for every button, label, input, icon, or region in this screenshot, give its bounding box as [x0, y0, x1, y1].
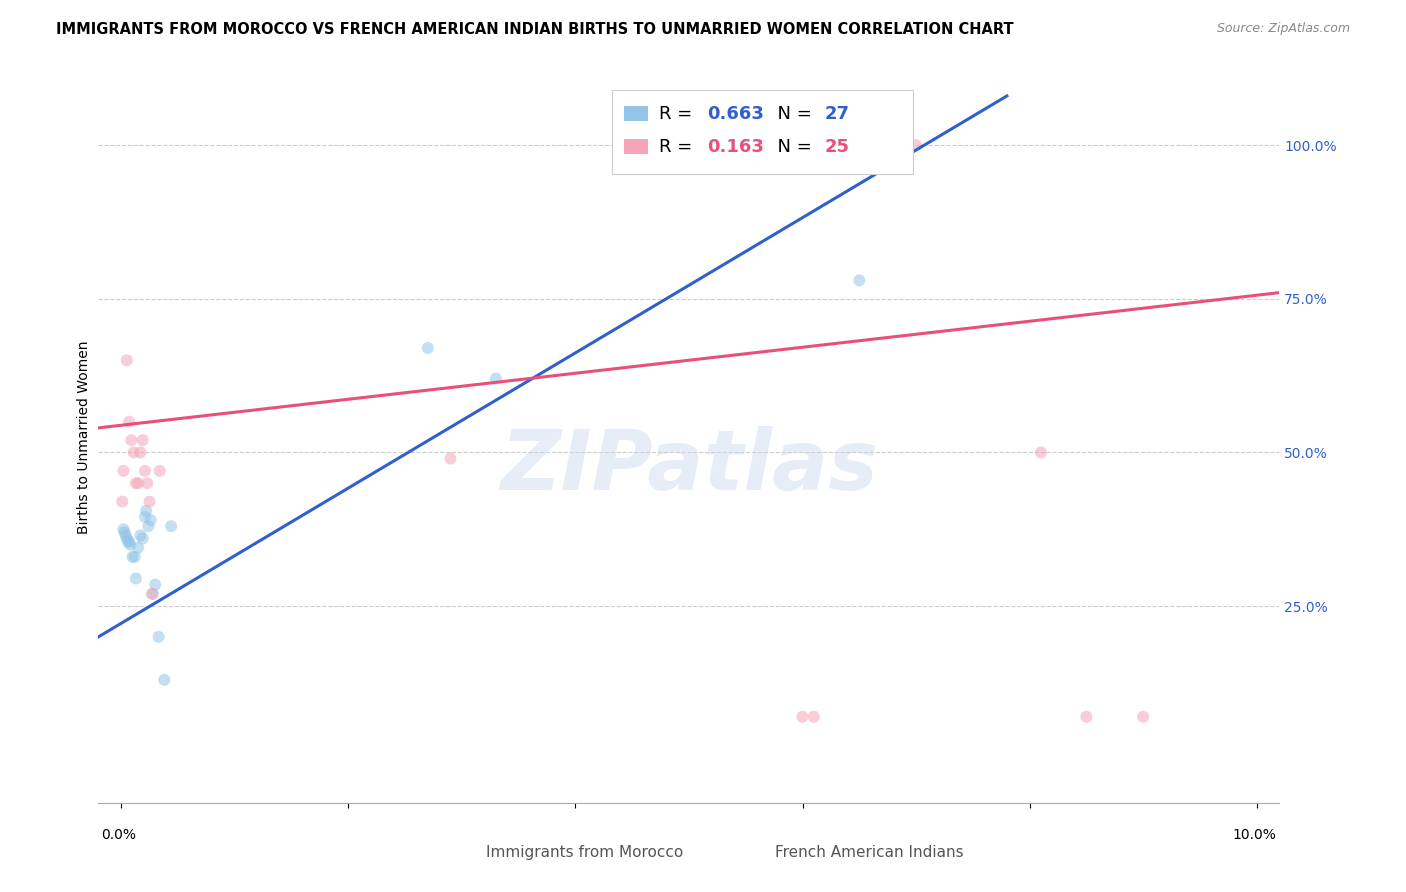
FancyBboxPatch shape	[612, 90, 914, 174]
Point	[1132, 710, 1154, 724]
Point	[125, 476, 148, 491]
Text: French American Indians: French American Indians	[775, 845, 963, 860]
Text: R =: R =	[659, 104, 699, 123]
Point	[160, 519, 183, 533]
Text: 0.163: 0.163	[707, 137, 763, 156]
Text: Immigrants from Morocco: Immigrants from Morocco	[486, 845, 683, 860]
Point	[120, 538, 142, 552]
Point	[780, 138, 803, 153]
Text: 25: 25	[825, 137, 849, 156]
Point	[882, 138, 904, 153]
Point	[132, 532, 155, 546]
Point	[138, 519, 160, 533]
Point	[118, 534, 141, 549]
Point	[118, 415, 141, 429]
Point	[121, 549, 143, 564]
Point	[416, 341, 439, 355]
Point	[138, 494, 160, 508]
Point	[792, 710, 814, 724]
Point	[153, 673, 176, 687]
Point	[905, 138, 928, 153]
Text: R =: R =	[659, 137, 699, 156]
FancyBboxPatch shape	[742, 841, 768, 863]
Point	[792, 138, 814, 153]
Point	[142, 587, 165, 601]
Point	[1076, 710, 1098, 724]
Point	[120, 433, 142, 447]
Point	[439, 451, 461, 466]
Text: ZIPatlas: ZIPatlas	[501, 425, 877, 507]
Point	[132, 433, 155, 447]
Point	[149, 464, 172, 478]
Point	[148, 630, 170, 644]
Point	[134, 510, 156, 524]
Y-axis label: Births to Unmarried Women: Births to Unmarried Women	[77, 341, 91, 533]
Point	[141, 587, 163, 601]
FancyBboxPatch shape	[453, 841, 478, 863]
Point	[111, 494, 134, 508]
Point	[112, 464, 135, 478]
Text: 0.0%: 0.0%	[101, 828, 136, 842]
Point	[837, 138, 859, 153]
Point	[122, 445, 145, 459]
Text: N =: N =	[766, 104, 817, 123]
Text: N =: N =	[766, 137, 817, 156]
Point	[127, 476, 149, 491]
Point	[803, 710, 825, 724]
Point	[117, 534, 139, 549]
Point	[485, 372, 508, 386]
FancyBboxPatch shape	[624, 139, 648, 154]
FancyBboxPatch shape	[624, 106, 648, 121]
Point	[129, 445, 152, 459]
Point	[1029, 445, 1052, 459]
Text: Source: ZipAtlas.com: Source: ZipAtlas.com	[1216, 22, 1350, 36]
Point	[115, 353, 138, 368]
Text: 10.0%: 10.0%	[1233, 828, 1277, 842]
Point	[114, 525, 136, 540]
Text: 0.663: 0.663	[707, 104, 763, 123]
Point	[134, 464, 156, 478]
Text: IMMIGRANTS FROM MOROCCO VS FRENCH AMERICAN INDIAN BIRTHS TO UNMARRIED WOMEN CORR: IMMIGRANTS FROM MOROCCO VS FRENCH AMERIC…	[56, 22, 1014, 37]
Point	[124, 549, 146, 564]
Text: 27: 27	[825, 104, 849, 123]
Point	[136, 476, 159, 491]
Point	[125, 571, 148, 585]
Point	[848, 273, 870, 287]
Point	[129, 528, 152, 542]
Point	[135, 504, 157, 518]
Point	[112, 522, 135, 536]
Point	[115, 532, 138, 546]
Point	[114, 528, 136, 542]
Point	[848, 138, 870, 153]
Point	[143, 577, 166, 591]
Point	[139, 513, 162, 527]
Point	[127, 541, 149, 555]
